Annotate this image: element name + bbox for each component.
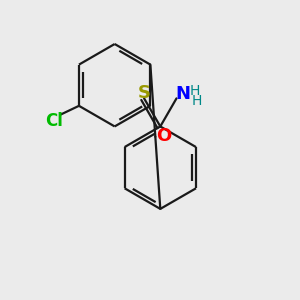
- Text: H: H: [190, 84, 200, 98]
- Text: Cl: Cl: [46, 112, 64, 130]
- Text: N: N: [175, 85, 190, 103]
- Text: H: H: [191, 94, 202, 108]
- Text: O: O: [156, 127, 171, 145]
- Text: S: S: [138, 84, 151, 102]
